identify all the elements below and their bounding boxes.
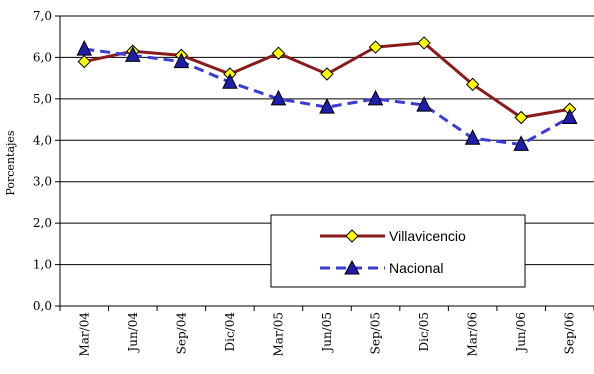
data-point-nacional (319, 98, 335, 114)
data-point-nacional (513, 135, 529, 151)
x-tick-label: Sep/04 (174, 312, 188, 355)
data-point-nacional (270, 89, 287, 106)
legend: Villavicencio Nacional (270, 214, 526, 288)
x-tick-label: Dic/05 (417, 312, 431, 352)
y-tick-label: 2,0 (33, 216, 52, 230)
x-tick-label: Sep/06 (563, 312, 577, 354)
data-point-nacional (561, 108, 578, 124)
y-tick-label: 0,0 (33, 299, 52, 313)
data-point-villavicencio (514, 110, 528, 125)
series-line-nacional (84, 47, 571, 146)
data-point-nacional (125, 46, 141, 62)
y-tick-label: 5,0 (33, 92, 52, 106)
x-tick-label: Dic/04 (223, 312, 237, 352)
legend-label-nacional: Nacional (389, 260, 443, 276)
data-point-nacional (416, 95, 432, 112)
x-tick-label: Jun/06 (514, 312, 528, 354)
x-tick-label: Mar/05 (271, 312, 285, 357)
legend-label-villavicencio: Villavicencio (389, 228, 466, 244)
data-point-nacional (464, 129, 481, 145)
y-axis-label: Porcentajes (4, 130, 17, 195)
x-axis-ticks: Mar/04 Jun/04 Sep/04 Dic/04 Mar/05 Jun/05 Sep/… (77, 312, 576, 357)
data-point-nacional (367, 89, 384, 106)
y-tick-label: 6,0 (33, 50, 52, 64)
x-tick-label: Sep/05 (369, 312, 383, 354)
y-tick-label: 7,0 (33, 9, 52, 23)
data-point-nacional (173, 52, 190, 69)
x-tick-label: Mar/06 (466, 312, 480, 357)
x-tick-label: Jun/04 (126, 312, 140, 354)
data-point-villavicencio (320, 67, 334, 81)
series-layer (76, 36, 578, 151)
data-point-villavicencio (271, 46, 286, 60)
y-tick-label: 3,0 (33, 175, 52, 189)
data-point-villavicencio (417, 36, 431, 50)
data-point-villavicencio (77, 54, 91, 69)
data-point-villavicencio (368, 40, 383, 54)
data-point-nacional (76, 40, 93, 56)
y-axis-ticks: 0,0 1,0 2,0 3,0 4,0 5,0 6,0 7,0 (33, 9, 52, 313)
x-tick-label: Mar/04 (77, 312, 91, 357)
x-tick-label: Jun/05 (320, 312, 334, 354)
y-tick-label: 4,0 (33, 133, 52, 147)
y-tick-label: 1,0 (33, 258, 52, 272)
legend-marker-nacional (344, 259, 360, 275)
legend-box (270, 214, 526, 288)
legend-marker-villavicencio (345, 229, 359, 243)
data-point-villavicencio (465, 77, 480, 92)
data-point-nacional (222, 73, 238, 89)
